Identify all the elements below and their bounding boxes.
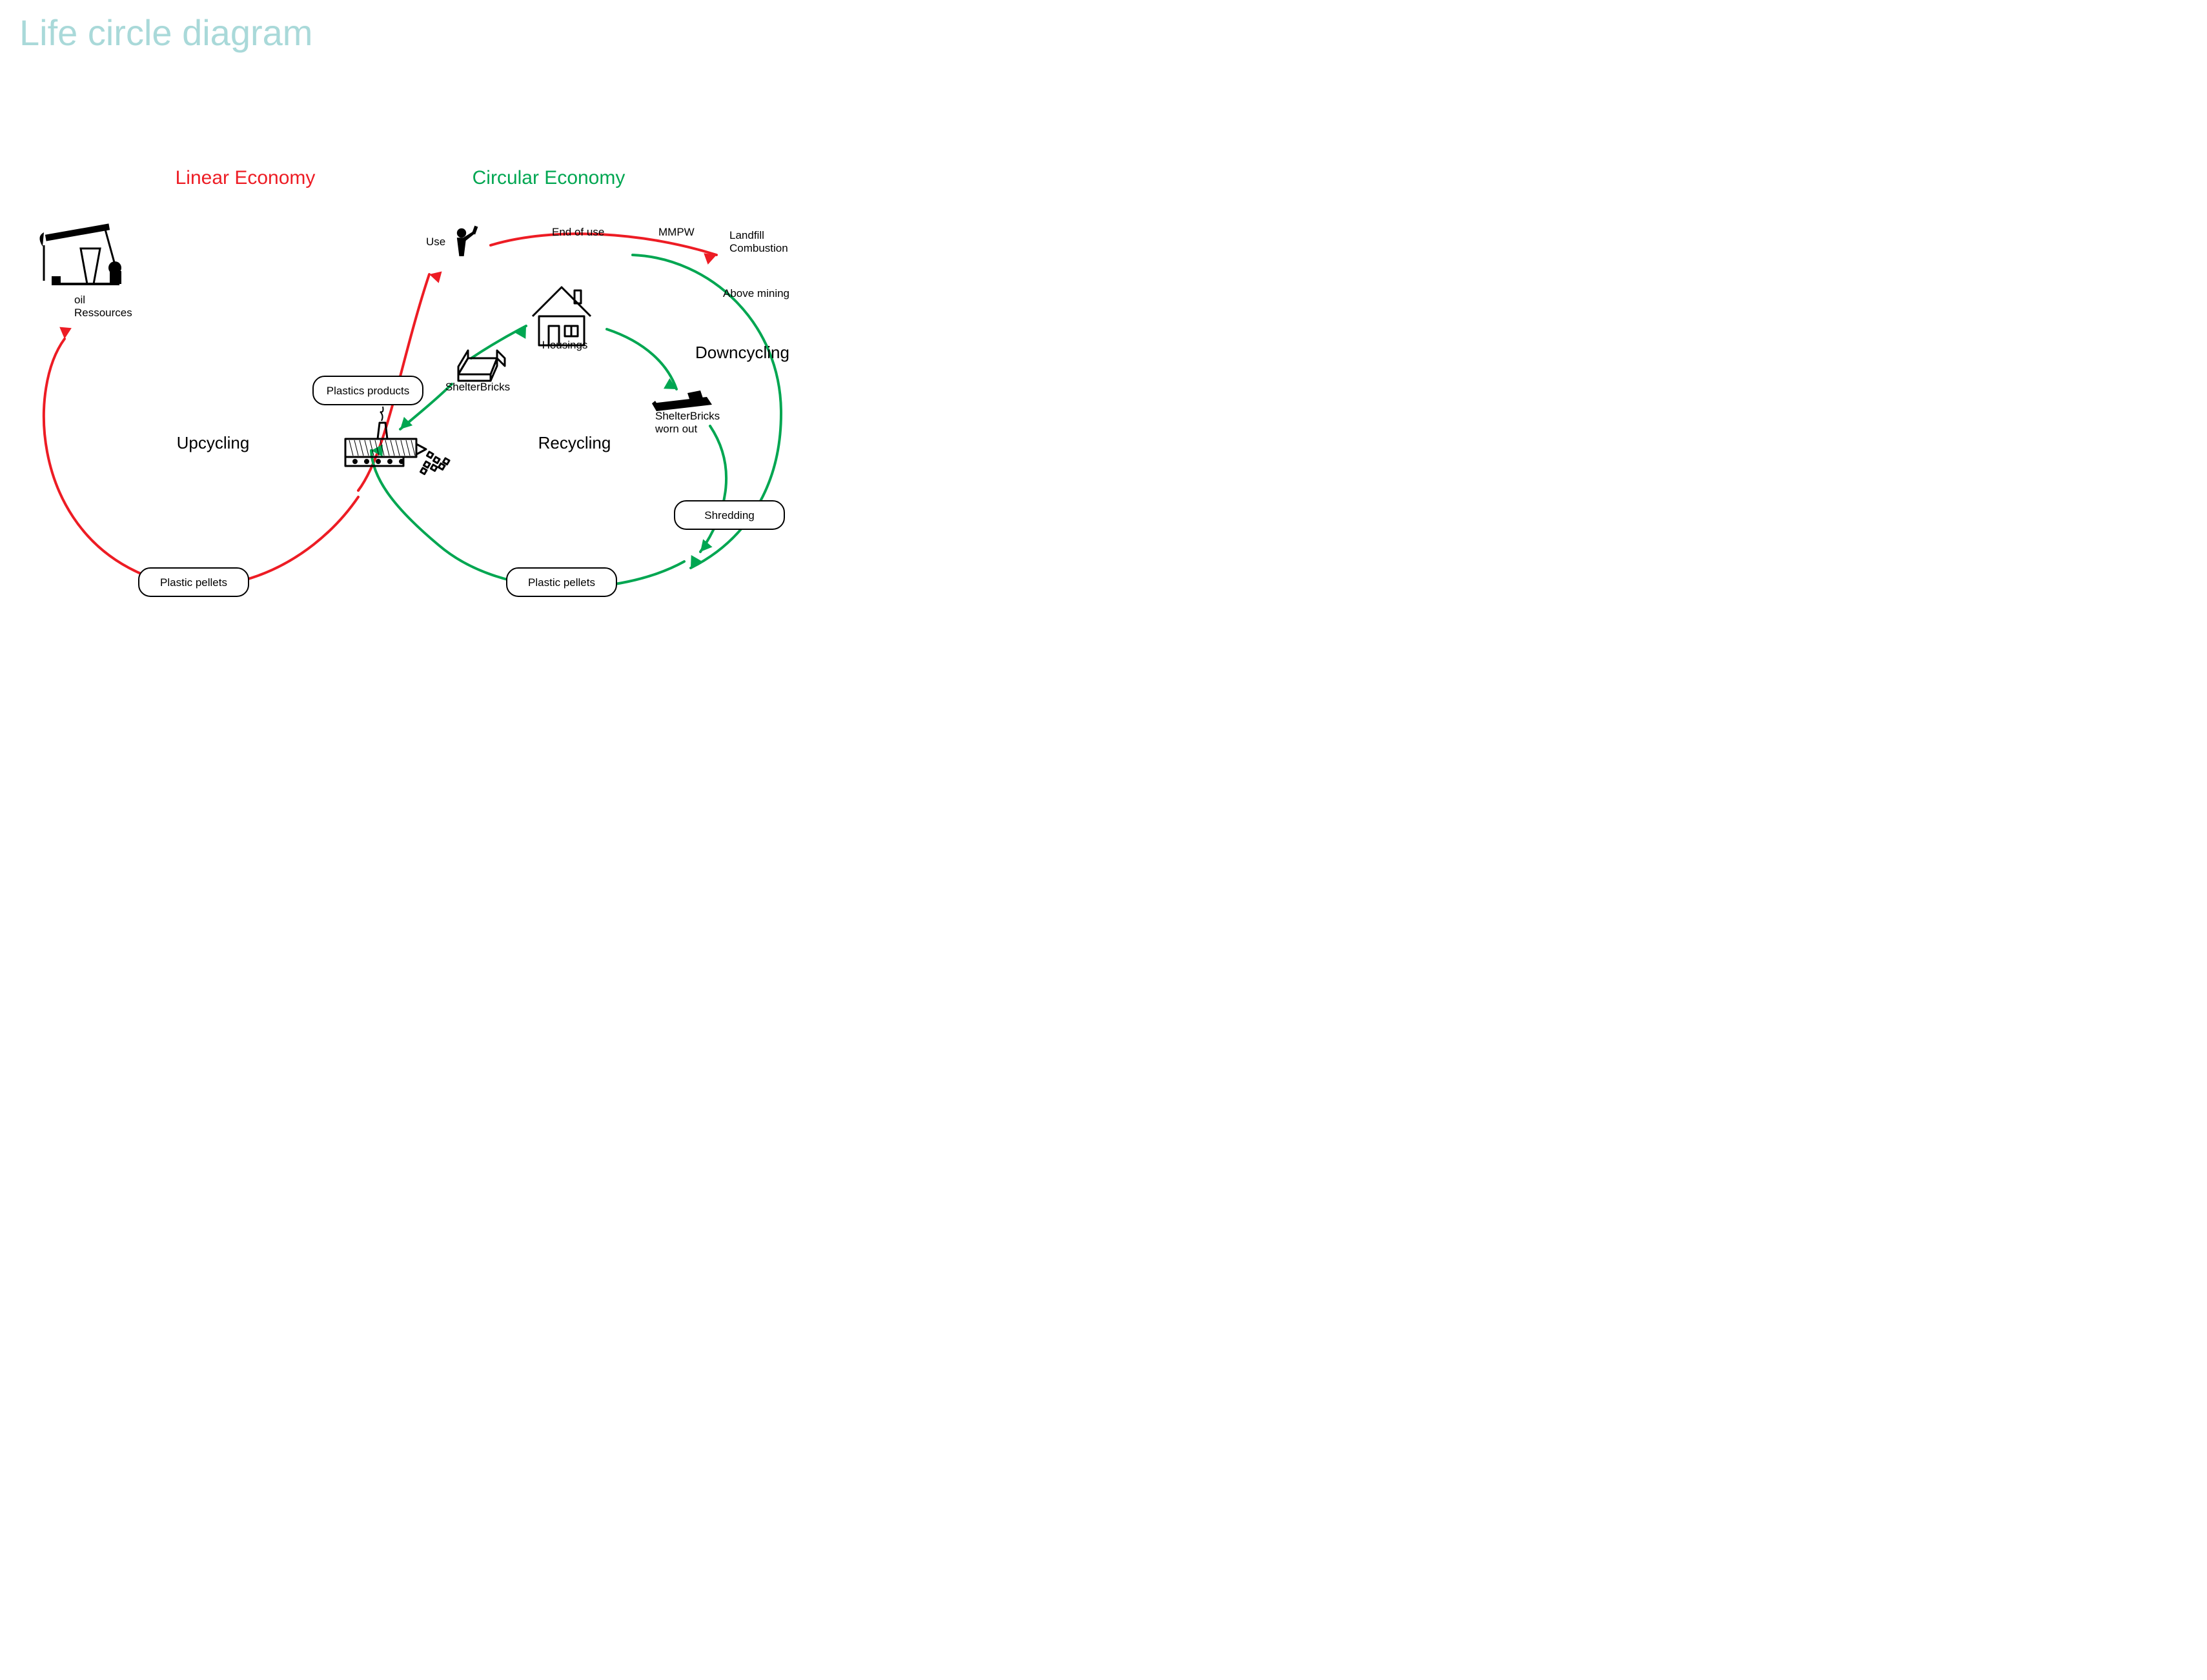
arc-left_red xyxy=(44,339,358,586)
label-oil1: oil xyxy=(74,294,85,306)
pill-label-plastic_pellets_r: Plastic pellets xyxy=(528,576,595,589)
label-shelter: ShelterBricks xyxy=(445,381,510,393)
cycle-recycling: Recycling xyxy=(538,433,611,452)
arrow-head xyxy=(704,253,717,265)
house-icon xyxy=(533,287,591,345)
label-use: Use xyxy=(426,236,445,248)
arc-inner_green_down xyxy=(607,329,676,389)
heading-circular: Circular Economy xyxy=(473,167,625,188)
label-end_of_use: End of use xyxy=(552,226,604,238)
brick-icon xyxy=(458,350,505,381)
arrow-head xyxy=(59,327,72,339)
page-title: Life circle diagram xyxy=(19,12,312,53)
worn-brick-icon xyxy=(652,390,712,411)
label-combustion: Combustion xyxy=(729,242,788,254)
label-above: Above mining xyxy=(723,287,789,299)
cycle-downcycling: Downcycling xyxy=(695,343,789,362)
oil-pump-icon xyxy=(39,223,121,285)
label-sb_worn1: ShelterBricks xyxy=(655,410,720,422)
cycle-upcycling: Upcycling xyxy=(177,433,250,452)
person-icon xyxy=(457,226,478,256)
arc-outer_green_up xyxy=(371,450,684,587)
label-mmpw: MMPW xyxy=(658,226,695,238)
arrow-head xyxy=(400,417,412,429)
heading-linear: Linear Economy xyxy=(176,167,316,188)
arc-inner_green_down2 xyxy=(700,426,726,552)
machine-icon xyxy=(345,407,449,474)
pill-label-plastics_products: Plastics products xyxy=(327,385,410,397)
label-oil2: Ressources xyxy=(74,307,132,319)
label-landfill: Landfill xyxy=(729,229,764,241)
pill-label-shredding: Shredding xyxy=(704,509,755,521)
arrow-head xyxy=(429,272,442,283)
pill-label-plastic_pellets_l: Plastic pellets xyxy=(160,576,227,589)
label-sb_worn2: worn out xyxy=(655,423,697,435)
